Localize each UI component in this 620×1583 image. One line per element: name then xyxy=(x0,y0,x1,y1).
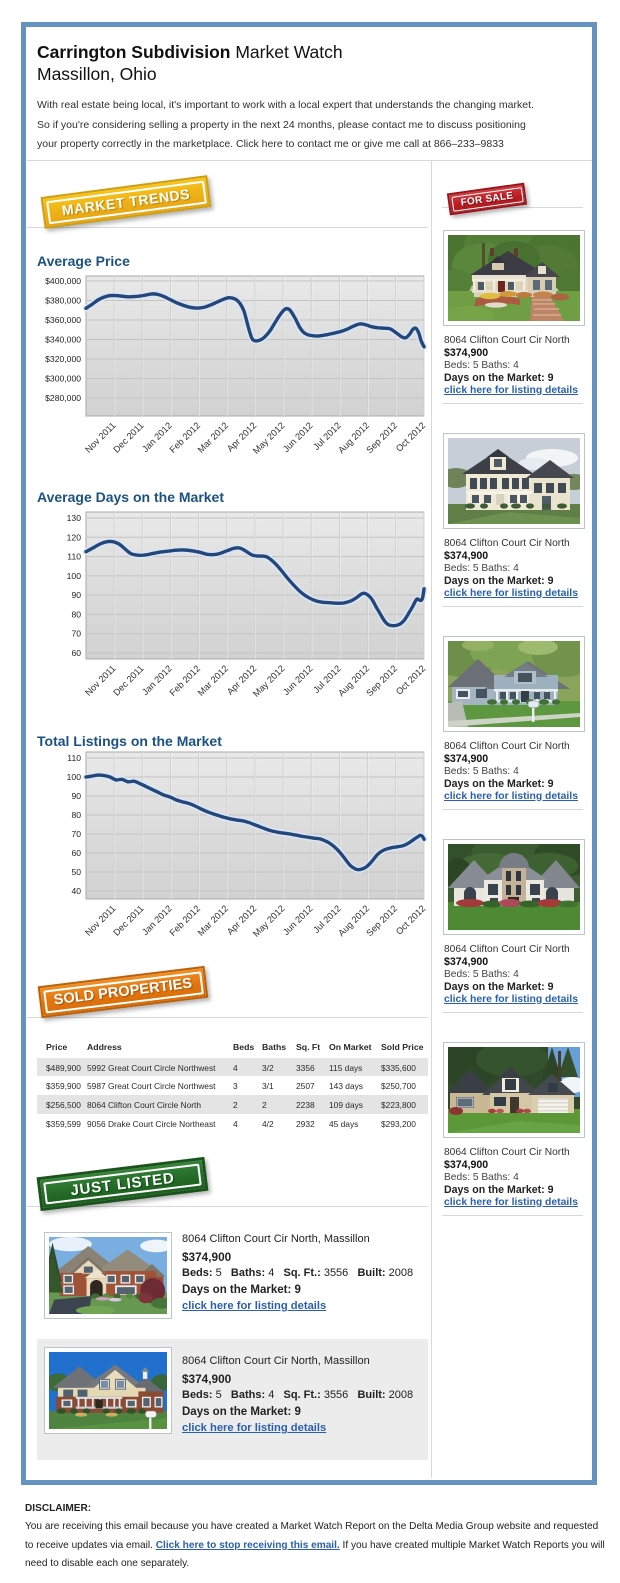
svg-text:Mar 2012: Mar 2012 xyxy=(196,903,231,938)
svg-text:70: 70 xyxy=(71,829,81,839)
svg-text:$300,000: $300,000 xyxy=(45,374,81,384)
svg-text:110: 110 xyxy=(67,753,81,763)
svg-text:50: 50 xyxy=(71,867,81,877)
svg-text:Oct 2012: Oct 2012 xyxy=(394,663,427,696)
svg-text:Jun 2012: Jun 2012 xyxy=(281,903,315,937)
svg-text:Sep 2012: Sep 2012 xyxy=(364,663,399,698)
svg-text:100: 100 xyxy=(67,571,82,581)
svg-text:Dec 2011: Dec 2011 xyxy=(111,903,145,937)
svg-text:Mar 2012: Mar 2012 xyxy=(196,420,231,455)
svg-text:Mar 2012: Mar 2012 xyxy=(196,663,231,698)
svg-text:60: 60 xyxy=(71,848,81,858)
svg-text:Dec 2011: Dec 2011 xyxy=(111,663,145,697)
svg-text:Jun 2012: Jun 2012 xyxy=(281,420,315,454)
svg-text:Oct 2012: Oct 2012 xyxy=(394,420,427,453)
svg-text:70: 70 xyxy=(71,629,81,639)
svg-text:Dec 2011: Dec 2011 xyxy=(111,420,145,454)
svg-text:90: 90 xyxy=(71,590,81,600)
svg-text:80: 80 xyxy=(71,810,81,820)
svg-text:110: 110 xyxy=(67,552,81,562)
svg-text:120: 120 xyxy=(67,532,82,542)
svg-text:Sep 2012: Sep 2012 xyxy=(364,420,399,455)
svg-text:$320,000: $320,000 xyxy=(45,354,81,364)
svg-text:Sep 2012: Sep 2012 xyxy=(364,903,399,938)
svg-text:Jun 2012: Jun 2012 xyxy=(281,663,315,697)
svg-text:$360,000: $360,000 xyxy=(45,315,81,325)
svg-text:40: 40 xyxy=(71,886,81,896)
svg-text:Oct 2012: Oct 2012 xyxy=(394,903,427,936)
svg-text:$280,000: $280,000 xyxy=(45,393,81,403)
svg-text:80: 80 xyxy=(71,609,81,619)
svg-text:$380,000: $380,000 xyxy=(45,296,81,306)
svg-text:60: 60 xyxy=(71,648,81,658)
svg-text:90: 90 xyxy=(71,791,81,801)
svg-text:100: 100 xyxy=(67,772,82,782)
svg-text:$400,000: $400,000 xyxy=(45,276,81,286)
svg-text:$340,000: $340,000 xyxy=(45,335,81,345)
svg-text:130: 130 xyxy=(67,513,82,523)
